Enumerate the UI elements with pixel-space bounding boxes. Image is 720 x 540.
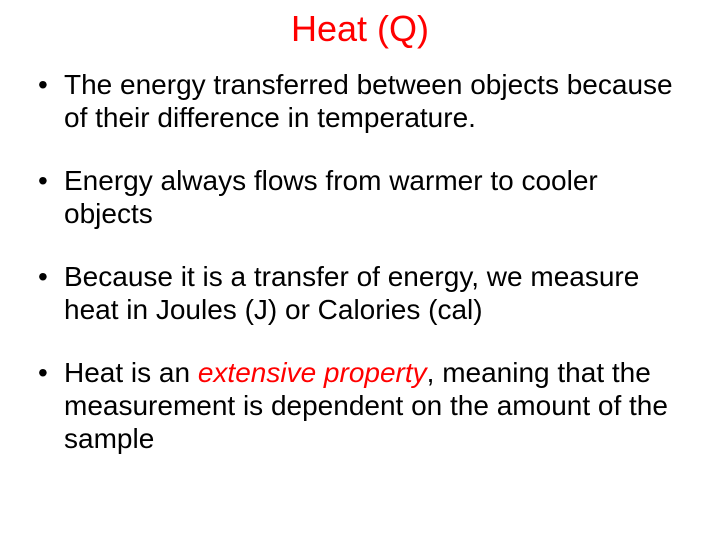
text-segment: extensive property	[198, 357, 427, 388]
bullet-item: Because it is a transfer of energy, we m…	[64, 260, 690, 326]
bullet-item: Heat is an extensive property, meaning t…	[64, 356, 690, 455]
text-segment: The energy transferred between objects b…	[64, 69, 673, 133]
text-segment: Because it is a transfer of energy, we m…	[64, 261, 639, 325]
slide: Heat (Q) The energy transferred between …	[0, 0, 720, 540]
bullet-item: Energy always flows from warmer to coole…	[64, 164, 690, 230]
text-segment: Energy always flows from warmer to coole…	[64, 165, 598, 229]
slide-title: Heat (Q)	[30, 8, 690, 50]
bullet-list: The energy transferred between objects b…	[30, 68, 690, 455]
text-segment: Heat is an	[64, 357, 198, 388]
bullet-item: The energy transferred between objects b…	[64, 68, 690, 134]
